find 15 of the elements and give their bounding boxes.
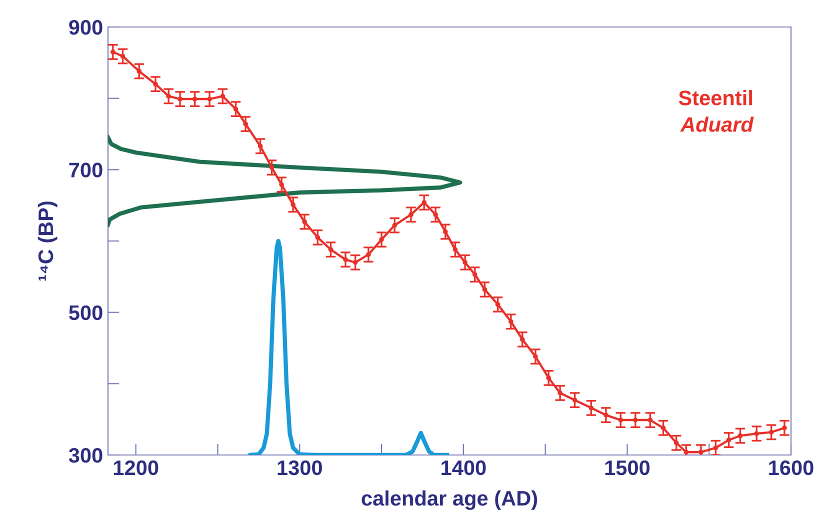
y-axis-title: ¹⁴C (BP) bbox=[38, 202, 58, 281]
x-tick-label: 1300 bbox=[278, 460, 322, 476]
x-axis-title: calendar age (AD) bbox=[362, 490, 538, 510]
x-tick-label: 1500 bbox=[605, 460, 650, 476]
y-tick-label: 500 bbox=[69, 305, 102, 320]
annotation: Steentil bbox=[678, 90, 752, 106]
y-tick-label: 300 bbox=[68, 448, 102, 463]
x-tick-label: 1200 bbox=[114, 460, 158, 476]
line-series bbox=[108, 135, 462, 227]
line-series bbox=[248, 238, 450, 455]
y-tick-label: 900 bbox=[69, 20, 102, 35]
x-tick-label: 1400 bbox=[442, 460, 486, 476]
annotation: Aduard bbox=[680, 116, 754, 132]
x-tick-label: 1600 bbox=[769, 460, 814, 476]
y-tick-label: 700 bbox=[69, 162, 102, 178]
